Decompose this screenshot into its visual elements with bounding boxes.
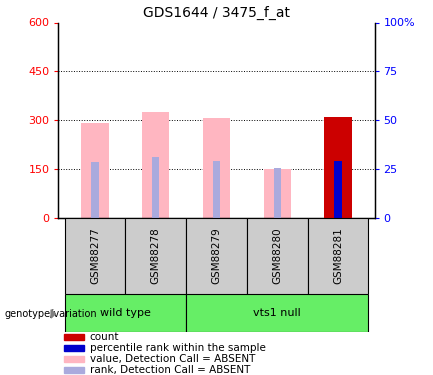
- Text: value, Detection Call = ABSENT: value, Detection Call = ABSENT: [90, 354, 255, 364]
- Bar: [91, 162, 99, 218]
- Bar: [324, 117, 352, 218]
- Text: genotype/variation: genotype/variation: [4, 309, 97, 319]
- Bar: [152, 158, 159, 218]
- Text: GSM88277: GSM88277: [90, 228, 100, 284]
- Bar: [247, 217, 308, 294]
- Bar: [186, 217, 247, 294]
- Bar: [64, 367, 84, 373]
- Bar: [65, 294, 186, 332]
- Bar: [334, 160, 342, 218]
- Bar: [274, 168, 281, 217]
- Bar: [142, 112, 169, 218]
- Bar: [186, 294, 368, 332]
- Text: vts1 null: vts1 null: [253, 308, 301, 318]
- Bar: [64, 356, 84, 362]
- Bar: [64, 334, 84, 340]
- Text: GSM88278: GSM88278: [151, 228, 161, 284]
- Text: count: count: [90, 332, 119, 342]
- Text: GSM88281: GSM88281: [333, 228, 343, 284]
- Bar: [65, 217, 125, 294]
- Polygon shape: [51, 310, 55, 318]
- Bar: [334, 160, 342, 218]
- Bar: [213, 160, 220, 218]
- Bar: [264, 169, 291, 217]
- Bar: [203, 118, 230, 218]
- Bar: [324, 117, 352, 218]
- Text: rank, Detection Call = ABSENT: rank, Detection Call = ABSENT: [90, 364, 250, 375]
- Text: GSM88280: GSM88280: [272, 228, 282, 284]
- Text: GSM88279: GSM88279: [211, 228, 222, 284]
- Bar: [81, 123, 109, 218]
- Bar: [64, 345, 84, 351]
- Bar: [308, 217, 368, 294]
- Text: wild type: wild type: [100, 308, 151, 318]
- Title: GDS1644 / 3475_f_at: GDS1644 / 3475_f_at: [143, 6, 290, 20]
- Text: percentile rank within the sample: percentile rank within the sample: [90, 343, 265, 353]
- Bar: [125, 217, 186, 294]
